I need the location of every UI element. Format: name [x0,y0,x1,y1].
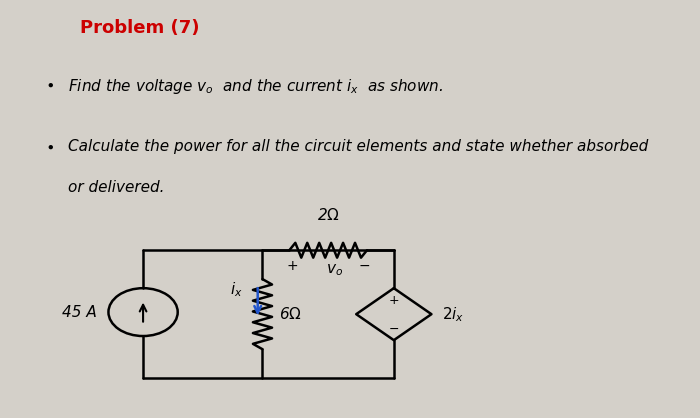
Text: $2i_x$: $2i_x$ [442,305,465,324]
Text: Find the voltage $v_o$  and the current $i_x$  as shown.: Find the voltage $v_o$ and the current $… [69,77,444,96]
Text: −: − [358,259,370,273]
Text: $i_x$: $i_x$ [230,280,243,299]
Text: 6$\Omega$: 6$\Omega$ [279,306,302,322]
Text: −: − [389,323,399,336]
Text: Problem (7): Problem (7) [80,19,200,37]
Text: $v_o$: $v_o$ [326,263,342,278]
Text: $\bullet$: $\bullet$ [45,77,54,92]
Text: +: + [389,294,399,307]
Text: +: + [286,259,298,273]
Text: 45 A: 45 A [62,305,97,320]
Text: Calculate the power for all the circuit elements and state whether absorbed: Calculate the power for all the circuit … [69,139,649,154]
Text: or delivered.: or delivered. [69,180,165,195]
Text: 2$\Omega$: 2$\Omega$ [316,207,340,224]
Text: $\bullet$: $\bullet$ [45,139,54,154]
